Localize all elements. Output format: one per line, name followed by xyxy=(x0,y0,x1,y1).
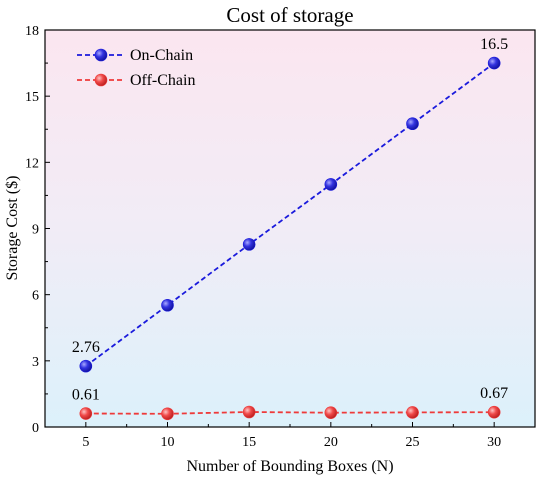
y-tick-label: 15 xyxy=(25,90,39,105)
y-tick-label: 6 xyxy=(32,289,39,304)
data-point xyxy=(324,178,338,191)
data-point xyxy=(79,407,93,420)
y-tick-label: 3 xyxy=(32,355,39,370)
series-off-chain xyxy=(79,405,501,421)
x-tick-label: 5 xyxy=(82,435,89,450)
x-tick-label: 15 xyxy=(242,435,256,450)
x-tick-label: 25 xyxy=(406,435,420,450)
data-point xyxy=(406,117,419,131)
series-layer xyxy=(79,56,501,421)
legend-item: Off-Chain xyxy=(77,72,195,89)
y-tick-label: 18 xyxy=(25,24,39,39)
data-point xyxy=(242,238,256,251)
axes: 0 3 6 9 12 15 18 5 10 15 20 25 30 xyxy=(25,24,501,450)
annotation-layer: 16.5 2.76 0.61 0.67 xyxy=(72,36,508,403)
data-point xyxy=(487,405,501,419)
series-line xyxy=(85,411,495,415)
legend-marker xyxy=(94,73,108,87)
series-on-chain xyxy=(79,56,501,373)
data-point xyxy=(324,406,338,419)
x-tick-label: 10 xyxy=(161,435,175,450)
legend-label: Off-Chain xyxy=(130,72,195,89)
y-tick-label: 9 xyxy=(32,223,39,238)
data-label: 0.61 xyxy=(72,387,100,404)
y-tick-label: 12 xyxy=(25,156,39,171)
data-point xyxy=(161,298,174,312)
data-point xyxy=(242,405,256,419)
x-tick-label: 30 xyxy=(487,435,501,450)
y-tick-label: 0 xyxy=(32,421,39,436)
plot-background xyxy=(45,30,535,427)
data-point xyxy=(79,359,93,373)
data-label: 16.5 xyxy=(480,36,508,53)
legend-marker xyxy=(94,48,108,62)
x-axis-title: Number of Bounding Boxes (N) xyxy=(186,458,393,475)
chart-title: Cost of storage xyxy=(226,3,353,27)
data-point xyxy=(487,56,501,70)
data-label: 2.76 xyxy=(72,339,100,356)
data-point xyxy=(161,407,174,421)
legend-label: On-Chain xyxy=(130,47,193,64)
legend-item: On-Chain xyxy=(77,47,193,64)
y-axis-title: Storage Cost ($) xyxy=(4,176,21,281)
plot-frame xyxy=(44,29,536,428)
x-tick-label: 20 xyxy=(324,435,338,450)
legend: On-Chain Off-Chain xyxy=(77,47,195,89)
series-line xyxy=(85,62,495,367)
data-label: 0.67 xyxy=(480,385,508,402)
data-point xyxy=(406,406,419,419)
